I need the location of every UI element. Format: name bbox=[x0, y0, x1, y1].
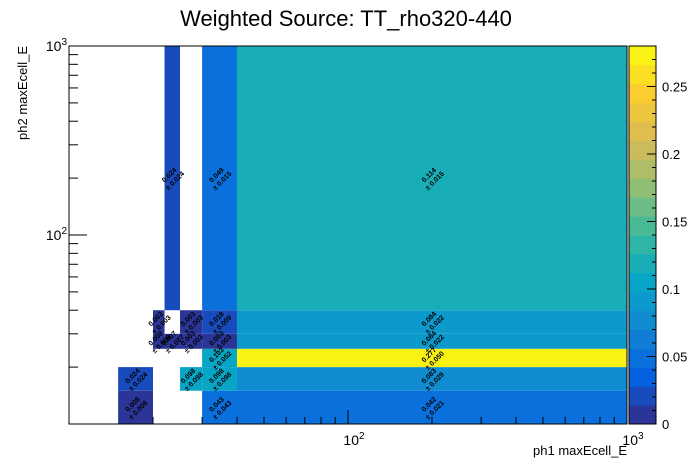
heatmap-cells bbox=[118, 46, 627, 424]
heatmap-cell bbox=[152, 310, 165, 334]
x-axis-label: ph1 maxEcell_E bbox=[533, 443, 627, 458]
heatmap-cell bbox=[202, 333, 237, 349]
colorbar-segment bbox=[629, 83, 656, 104]
heatmap-cell bbox=[164, 46, 181, 311]
colorbar-segment bbox=[629, 121, 656, 141]
heatmap-cell bbox=[180, 310, 203, 334]
colorbar-segment bbox=[629, 235, 656, 255]
y-axis: 102 103 bbox=[46, 37, 87, 425]
y-tick-label: 102 bbox=[46, 226, 68, 243]
colorbar-segment bbox=[629, 140, 656, 160]
heatmap-cell bbox=[202, 46, 237, 311]
colorbar-segment bbox=[629, 64, 656, 85]
colorbar: 0 0.05 0.1 0.15 0.2 0.25 bbox=[628, 45, 687, 432]
heatmap-cell bbox=[118, 390, 153, 424]
heatmap-cell bbox=[236, 46, 627, 311]
colorbar-segment bbox=[629, 216, 656, 236]
heatmap-cell bbox=[236, 348, 627, 368]
colorbar-segment bbox=[629, 405, 656, 425]
heatmap-cell bbox=[202, 348, 237, 368]
colorbar-segment bbox=[629, 159, 656, 179]
colorbar-segment bbox=[629, 197, 656, 217]
colorbar-segment bbox=[629, 178, 656, 198]
colorbar-segment bbox=[629, 367, 656, 387]
colorbar-tick-label: 0.1 bbox=[662, 282, 680, 297]
heatmap-cell bbox=[152, 333, 165, 349]
colorbar-segment bbox=[629, 348, 656, 368]
heatmap-cell bbox=[236, 333, 627, 349]
chart-title: Weighted Source: TT_rho320-440 bbox=[180, 6, 512, 31]
colorbar-segment bbox=[629, 329, 656, 349]
colorbar-segment bbox=[629, 253, 656, 274]
x-axis: 102 103 bbox=[68, 410, 644, 448]
heatmap-cell bbox=[164, 333, 181, 349]
heatmap-cell bbox=[180, 367, 203, 391]
colorbar-segment bbox=[629, 291, 656, 312]
colorbar-segment bbox=[629, 272, 656, 293]
colorbar-tick-label: 0.05 bbox=[662, 350, 687, 365]
colorbar-tick-label: 0.25 bbox=[662, 80, 687, 95]
x-tick-label: 102 bbox=[343, 431, 365, 448]
colorbar-segment bbox=[629, 102, 656, 123]
heatmap-cell bbox=[202, 390, 237, 424]
heatmap-cell bbox=[202, 310, 237, 334]
colorbar-segment bbox=[629, 310, 656, 330]
colorbar-tick-label: 0.15 bbox=[662, 215, 687, 230]
heatmap-cell bbox=[236, 367, 627, 391]
x-tick-label: 103 bbox=[622, 431, 644, 448]
colorbar-segment bbox=[629, 46, 656, 66]
heatmap-cell bbox=[118, 367, 153, 391]
colorbar-tick-label: 0.2 bbox=[662, 147, 680, 162]
cell-label: 0.024± 0.024 bbox=[161, 167, 186, 192]
heatmap-cell bbox=[202, 367, 237, 391]
colorbar-tick-label: 0 bbox=[662, 417, 669, 432]
y-axis-label: ph2 maxEcell_E bbox=[15, 46, 30, 140]
cell-label: 0.003± 0.003 bbox=[148, 311, 173, 336]
y-tick-label: 103 bbox=[46, 37, 68, 54]
heatmap-cell bbox=[236, 310, 627, 334]
colorbar-segment bbox=[629, 386, 656, 406]
heatmap-cell bbox=[180, 333, 203, 349]
